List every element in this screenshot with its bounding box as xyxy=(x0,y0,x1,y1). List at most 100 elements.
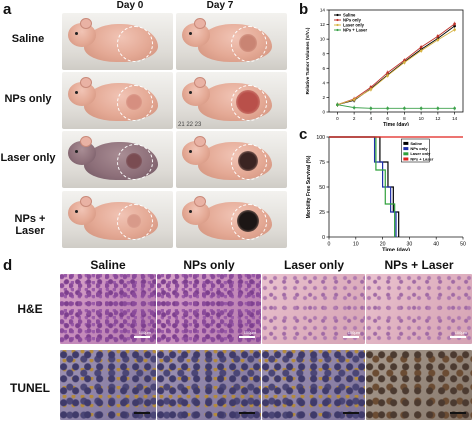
scale-bar-label: 100μm xyxy=(243,330,256,335)
legend-label: Saline xyxy=(410,141,423,146)
x-tick-label: 8 xyxy=(403,116,406,121)
data-point xyxy=(386,107,389,110)
x-tick-label: 0 xyxy=(336,116,339,121)
mouse-photo xyxy=(62,191,173,248)
legend-marker xyxy=(336,28,339,32)
panel-letter-a: a xyxy=(3,1,12,18)
mouse-photo xyxy=(62,72,173,129)
legend-label: NPs only xyxy=(343,18,362,23)
plot-frame xyxy=(328,9,464,113)
data-point xyxy=(369,88,373,91)
y-axis-label: Relative Tumor Volumes (V/V₀) xyxy=(305,27,310,94)
scale-bar xyxy=(134,336,150,338)
legend-label: Laser only xyxy=(410,151,431,156)
survival-chart: 0 10 20 30 40 50 0 25 50 75 100 Time (day) Morbility… xyxy=(306,135,466,252)
legend-label: Laser only xyxy=(343,23,365,28)
data-point xyxy=(419,107,423,110)
x-tick-label: 10 xyxy=(419,116,425,121)
row-label-saline: Saline xyxy=(11,33,45,45)
series-line xyxy=(337,23,455,106)
x-tick-label: 14 xyxy=(452,116,458,121)
x-tick-label: 10 xyxy=(353,242,359,248)
legend-marker xyxy=(336,18,339,22)
d-row-label-he: H&E xyxy=(17,302,43,316)
survival-step-line xyxy=(329,136,396,237)
y-tick-label: 12 xyxy=(320,22,326,27)
legend-label: NPs only xyxy=(410,146,428,151)
data-point xyxy=(436,107,440,110)
d-column-header-saline: Saline xyxy=(90,258,126,272)
tunel-micrograph xyxy=(157,350,261,420)
he-micrograph: 100μm xyxy=(60,274,156,344)
scale-bar xyxy=(134,412,150,414)
y-tick-label: 8 xyxy=(322,51,325,56)
x-tick-label: 50 xyxy=(460,242,466,248)
tumor-dashed-circle xyxy=(117,204,153,240)
data-point xyxy=(453,107,456,110)
mouse-photo xyxy=(62,13,173,70)
legend-marker xyxy=(336,23,339,27)
data-point xyxy=(453,28,456,31)
column-header-day7: Day 7 xyxy=(206,0,234,11)
he-micrograph: 100μm xyxy=(262,274,365,344)
panel-letter-d: d xyxy=(3,257,13,274)
data-point xyxy=(369,107,373,110)
y-tick-label: 0 xyxy=(322,235,325,241)
data-point xyxy=(336,103,339,107)
data-point xyxy=(453,22,456,26)
survival-step-line xyxy=(329,136,397,237)
x-axis-label: Time (day) xyxy=(383,122,409,126)
x-tick-label: 30 xyxy=(407,242,413,248)
x-tick-label: 4 xyxy=(370,116,373,121)
y-tick-label: 50 xyxy=(319,185,325,191)
legend-label: Saline xyxy=(343,13,356,18)
tunel-micrograph xyxy=(262,350,365,420)
d-column-header-laser-only: Laser only xyxy=(283,258,345,272)
tumor-dashed-circle xyxy=(231,85,267,121)
scale-bar xyxy=(239,412,255,414)
row-label-nps-only: NPs only xyxy=(4,93,52,105)
y-tick-label: 10 xyxy=(320,37,326,42)
y-tick-label: 25 xyxy=(319,210,325,216)
x-tick-label: 20 xyxy=(380,242,386,248)
legend-swatch xyxy=(403,147,409,151)
data-point xyxy=(403,61,406,64)
row-label-nps-laser: NPs + Laser xyxy=(14,213,46,237)
legend-swatch xyxy=(403,152,409,156)
x-tick-label: 0 xyxy=(328,242,331,248)
data-point xyxy=(352,98,356,101)
scale-bar-label: 100μm xyxy=(138,330,151,335)
x-axis-label: Time (day) xyxy=(382,248,410,252)
legend-label: NPs + Laser xyxy=(343,28,367,33)
tumor-dashed-circle xyxy=(231,26,267,62)
y-tick-label: 6 xyxy=(322,66,325,71)
mouse-photo: 21 22 23 xyxy=(176,72,287,129)
data-point xyxy=(436,38,440,42)
data-point xyxy=(386,71,389,74)
legend-swatch xyxy=(403,157,409,161)
x-tick-label: 40 xyxy=(433,242,439,248)
data-point xyxy=(419,45,423,49)
ruler-text: 21 22 23 xyxy=(178,122,202,128)
legend-swatch xyxy=(403,141,409,145)
d-row-label-tunel: TUNEL xyxy=(10,381,50,395)
y-tick-label: 75 xyxy=(319,160,325,166)
scale-bar xyxy=(450,412,466,414)
mouse-photo xyxy=(62,131,173,188)
series-line xyxy=(337,104,455,109)
x-tick-label: 2 xyxy=(353,116,356,121)
legend-label: NPs + Laser xyxy=(410,156,433,161)
tumor-dashed-circle xyxy=(117,85,153,121)
data-point xyxy=(436,34,440,38)
tumor-dashed-circle xyxy=(231,204,267,240)
scale-bar-label: 100μm xyxy=(347,330,360,335)
y-tick-label: 0 xyxy=(322,110,325,115)
series-line xyxy=(337,29,455,106)
x-tick-label: 6 xyxy=(386,116,389,121)
tumor-dashed-circle xyxy=(117,26,153,62)
y-tick-label: 14 xyxy=(320,8,326,13)
tunel-micrograph xyxy=(366,350,472,420)
y-tick-label: 2 xyxy=(322,95,325,100)
column-header-day0: Day 0 xyxy=(116,0,144,11)
scale-bar xyxy=(239,336,255,338)
